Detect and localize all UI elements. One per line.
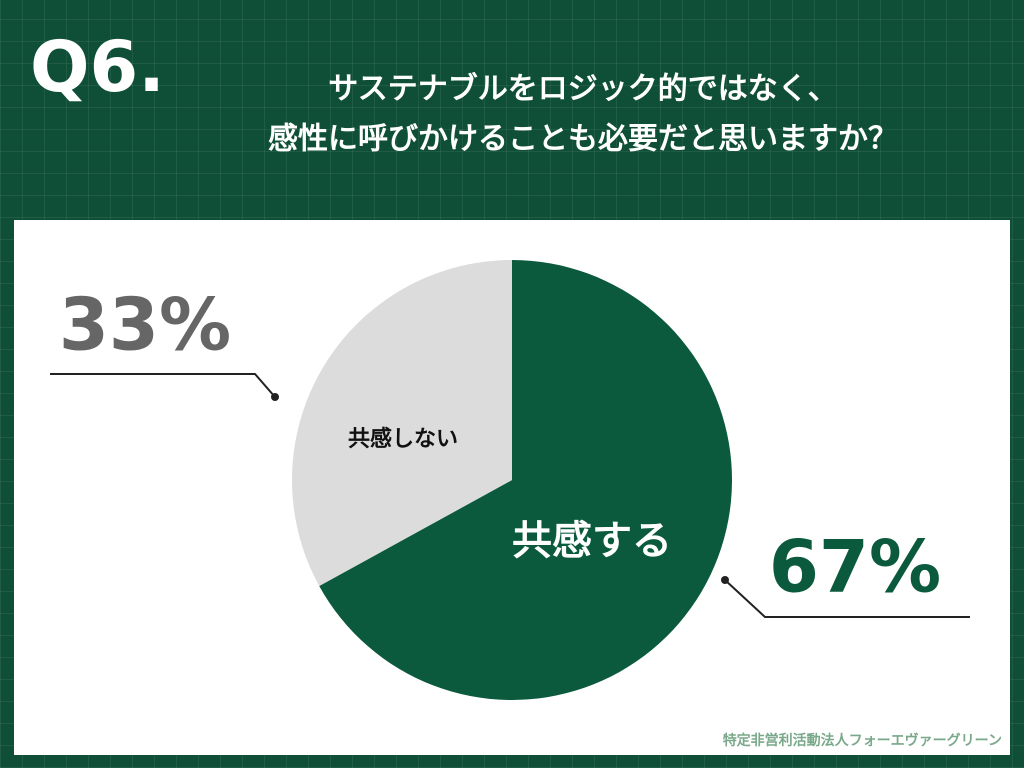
value-label: 67% xyxy=(769,525,941,609)
pie-slice xyxy=(292,260,512,586)
leader-line xyxy=(724,579,970,618)
slice-label: 共感する xyxy=(512,518,672,564)
chart-title: 感性に呼びかけることも必要だと思いますか？ xyxy=(268,122,898,157)
leader-line xyxy=(50,373,276,398)
pie-slice xyxy=(319,260,733,700)
leader-dot xyxy=(721,576,729,584)
chart-title: サステナブルをロジック的ではなく、 xyxy=(328,72,837,107)
value-label: 33% xyxy=(59,283,231,367)
leader-dot xyxy=(271,393,279,401)
source: 特定非営利活動法人フォーエヴァーグリーン xyxy=(723,732,1002,749)
question-number: Q6. xyxy=(30,26,165,108)
slice-label: 共感しない xyxy=(348,426,458,452)
